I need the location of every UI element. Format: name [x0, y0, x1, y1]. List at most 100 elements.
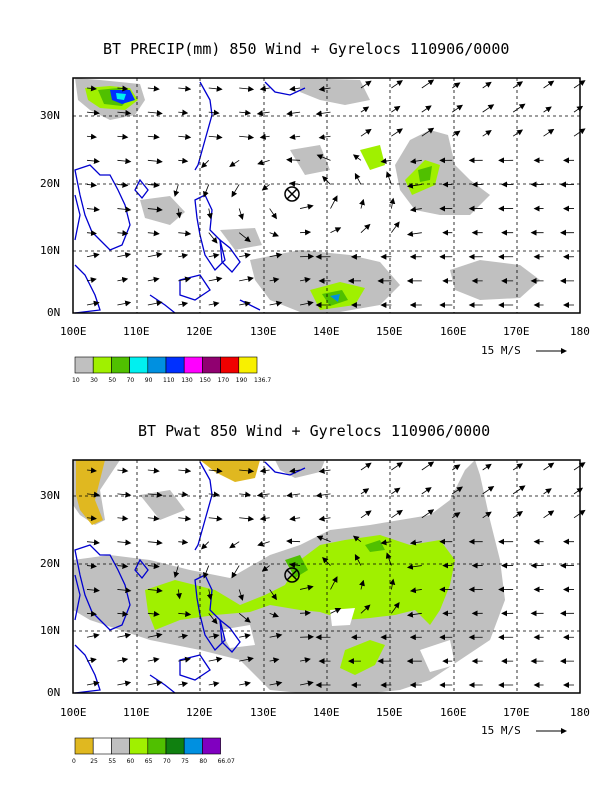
- wind-vector: [421, 461, 435, 471]
- wind-vector: [269, 657, 280, 664]
- wind-vector: [322, 557, 331, 566]
- wind-vector: [208, 613, 218, 625]
- wind-vector: [421, 509, 435, 519]
- wind-vector: [117, 587, 132, 594]
- wind-vector: [316, 535, 331, 543]
- wind-vector: [117, 300, 132, 307]
- panel2-frame: [72, 459, 581, 694]
- wind-vector: [147, 680, 163, 687]
- wind-vector: [289, 467, 301, 474]
- wind-vector: [269, 252, 283, 259]
- wind-vector: [452, 82, 461, 89]
- wind-vector: [208, 109, 220, 116]
- wind-vector: [391, 462, 403, 471]
- wind-vector: [354, 172, 362, 185]
- wind-vector: [201, 541, 210, 550]
- wind-vector: [117, 467, 129, 474]
- wind-vector: [269, 611, 279, 618]
- wind-vector: [360, 223, 371, 233]
- wind-vector: [391, 221, 400, 233]
- colorbar-tick-label: 190: [236, 377, 248, 384]
- wind-vector: [178, 633, 189, 640]
- wind-vector: [360, 128, 372, 137]
- wind-vector: [391, 128, 403, 137]
- wind-vector: [573, 105, 584, 113]
- wind-vector: [86, 300, 100, 307]
- colorbar-tick-label: 90: [145, 377, 153, 384]
- wind-vector: [391, 602, 400, 614]
- colorbar-swatch: [147, 356, 167, 374]
- wind-vector: [229, 541, 240, 549]
- wind-vector: [409, 206, 422, 213]
- wind-vector: [318, 467, 331, 474]
- wind-vector: [178, 85, 192, 92]
- wind-vector: [206, 589, 213, 601]
- wind-vector: [286, 492, 301, 498]
- wind-vector: [452, 486, 463, 495]
- wind-vector: [380, 158, 392, 165]
- wind-vector: [178, 109, 189, 116]
- panel2-reference-vector-label: 15 M/S: [481, 724, 521, 737]
- panel2-lon-label: 110E: [123, 706, 150, 719]
- wind-vector: [117, 109, 132, 116]
- panel1-title: BT PRECIP(mm) 850 Wind + Gyrelocs 110906…: [103, 40, 510, 58]
- wind-vector: [512, 485, 526, 495]
- wind-vector: [360, 80, 372, 89]
- wind-vector: [86, 230, 97, 237]
- wind-vector: [406, 230, 422, 237]
- wind-vector: [318, 85, 331, 92]
- wind-vector: [360, 488, 370, 495]
- panel1-colorbar: 10 30 50 70 90 110 130 150 170 190 136.7: [72, 356, 271, 384]
- wind-vector: [256, 491, 270, 498]
- wind-vector: [543, 488, 552, 495]
- wind-vector: [208, 656, 223, 663]
- wind-vector: [543, 106, 552, 113]
- wind-vector: [330, 195, 338, 209]
- colorbar-tick-label: 70: [127, 377, 135, 384]
- wind-vector: [178, 157, 189, 164]
- panel1-lon-label: 110E: [123, 325, 150, 338]
- wind-vector: [86, 206, 100, 213]
- wind-vector: [421, 487, 432, 495]
- wind-vector: [259, 515, 270, 522]
- wind-vector: [117, 632, 132, 639]
- wind-vector: [178, 301, 189, 308]
- panel2-lon-label: 120E: [186, 706, 213, 719]
- wind-vector: [257, 159, 270, 166]
- wind-vector: [208, 491, 220, 498]
- wind-vector: [354, 554, 362, 566]
- wind-vector: [117, 539, 132, 546]
- wind-vector: [409, 539, 422, 546]
- wind-vector: [238, 208, 244, 220]
- panel2-gyre-marker: [284, 567, 300, 583]
- wind-vector: [269, 589, 277, 601]
- colorbar-swatch: [238, 356, 258, 374]
- colorbar-swatch: [74, 356, 94, 374]
- wind-vector: [300, 610, 312, 617]
- wind-vector: [117, 680, 132, 687]
- wind-vector: [543, 80, 555, 89]
- wind-vector: [208, 681, 220, 687]
- wind-vector: [239, 300, 251, 307]
- wind-vector: [482, 81, 492, 89]
- wind-vector: [239, 276, 254, 283]
- colorbar-swatch: [111, 737, 130, 755]
- panel2-lon-label: 170E: [503, 706, 530, 719]
- colorbar-swatch: [92, 356, 112, 374]
- panel2-lon-label: 160E: [440, 706, 467, 719]
- wind-vector: [117, 133, 129, 140]
- colorbar-tick-label: 80: [199, 758, 207, 765]
- colorbar-tick-label: 60: [127, 758, 135, 765]
- wind-vector: [206, 208, 213, 220]
- colorbar-swatch: [74, 737, 94, 755]
- wind-vector: [208, 633, 220, 640]
- wind-vector: [147, 467, 160, 474]
- wind-vector: [117, 85, 129, 92]
- panel1-lon-label: 170E: [503, 325, 530, 338]
- panel2-wind-vectors: [86, 461, 586, 689]
- wind-vector: [380, 539, 392, 546]
- panel1-lon-label: 130E: [250, 325, 277, 338]
- panel2-pwat-shading: [73, 460, 505, 693]
- wind-vector: [330, 607, 342, 614]
